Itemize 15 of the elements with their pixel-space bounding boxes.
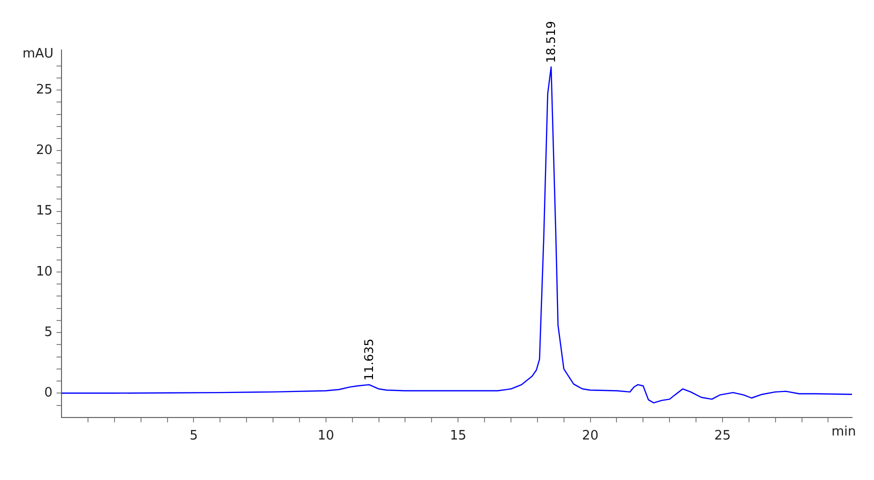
y-tick-label: 0 [44,386,53,401]
annotation: 11.635 [362,338,376,381]
x-tick-label: 25 [714,428,731,444]
annotation: 18.519 [544,20,558,63]
y-tick-label: 10 [36,264,53,280]
y-tick-label: 25 [36,82,53,98]
y-axis-title: mAU [22,46,54,62]
y-tick-label: 20 [36,143,53,158]
x-tick-label: 10 [318,428,334,444]
y-tick-label: 5 [44,324,53,340]
x-axis-title: min [831,424,856,440]
x-tick-label: 5 [190,428,198,444]
x-tick-label: 15 [450,428,466,444]
y-tick-label: 15 [36,204,53,219]
x-tick-label: 20 [582,428,599,444]
